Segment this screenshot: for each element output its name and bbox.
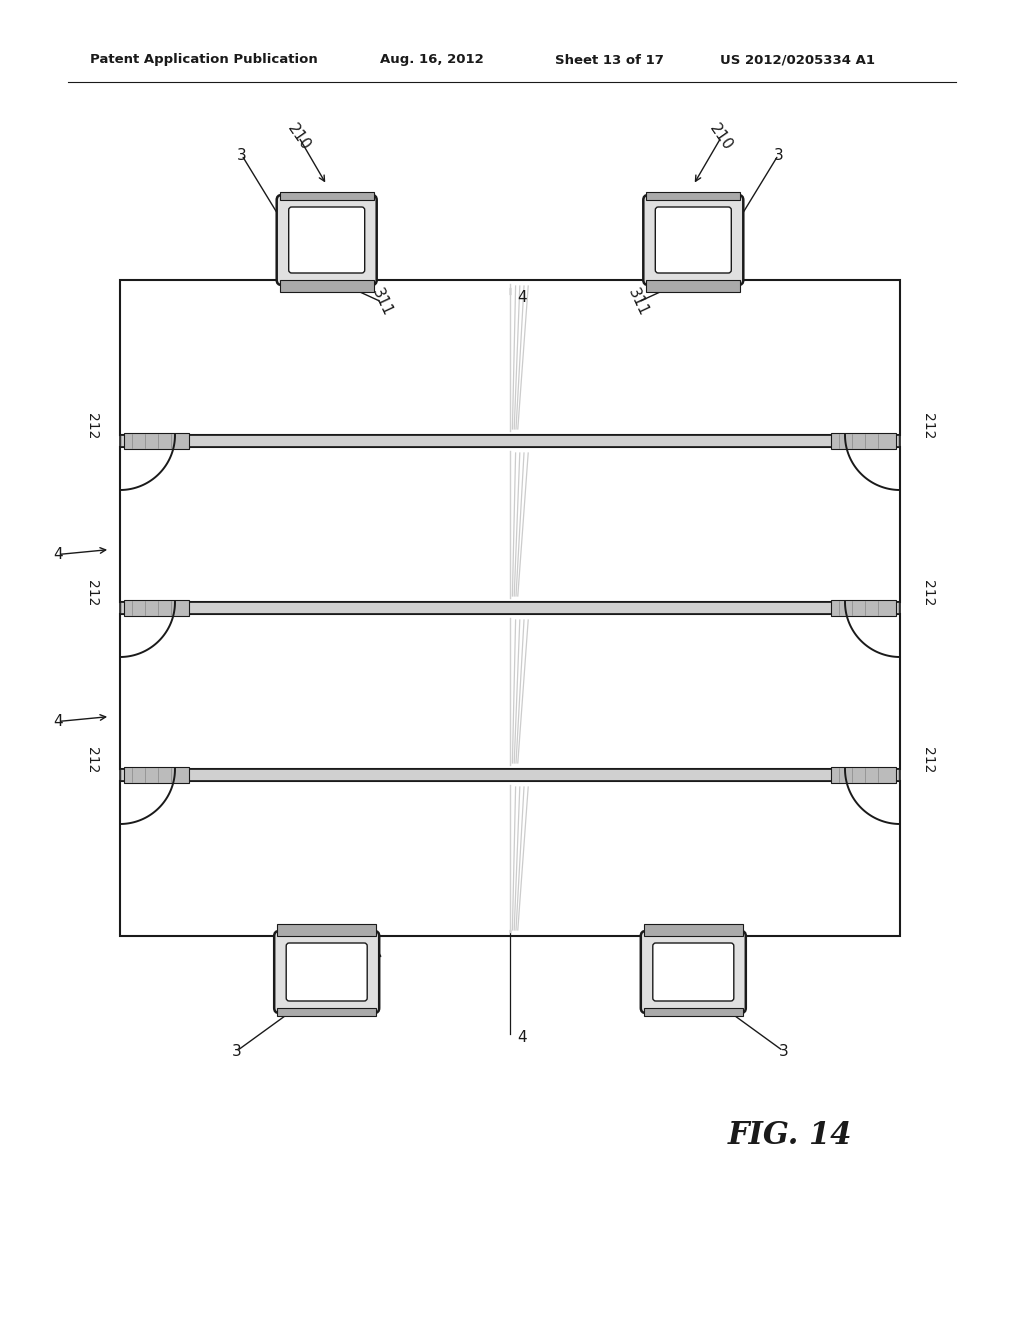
Text: 3: 3 (773, 148, 783, 162)
Text: 4: 4 (517, 1031, 526, 1045)
Bar (644, 1008, 742, 1016)
Bar (120, 602, 900, 614)
FancyBboxPatch shape (274, 931, 379, 1012)
Bar (120, 280, 900, 436)
Bar (646, 191, 740, 201)
FancyBboxPatch shape (653, 942, 734, 1001)
FancyBboxPatch shape (655, 207, 731, 273)
Text: 212: 212 (85, 413, 99, 440)
Bar (831, 433, 896, 449)
Text: 4: 4 (53, 714, 62, 729)
Bar (646, 280, 740, 292)
Bar (120, 447, 900, 602)
Bar (280, 191, 374, 201)
Bar (120, 614, 900, 770)
Text: 3: 3 (237, 148, 247, 162)
Text: 212: 212 (921, 579, 935, 606)
FancyBboxPatch shape (289, 207, 365, 273)
Text: Sheet 13 of 17: Sheet 13 of 17 (555, 54, 664, 66)
Text: 212: 212 (921, 747, 935, 774)
Bar (120, 436, 900, 447)
Bar (124, 601, 189, 616)
Text: 3: 3 (778, 1044, 788, 1059)
Bar (122, 603, 898, 612)
Text: 210: 210 (707, 121, 735, 153)
Bar (122, 770, 898, 780)
Bar (120, 781, 900, 936)
Text: 311: 311 (638, 935, 665, 968)
Bar (278, 1008, 376, 1016)
Bar (122, 436, 898, 446)
Bar (120, 770, 900, 781)
Text: 311: 311 (626, 285, 651, 318)
FancyBboxPatch shape (641, 931, 745, 1012)
Text: 210: 210 (285, 121, 313, 153)
Text: 3: 3 (231, 1044, 242, 1059)
Text: 212: 212 (85, 747, 99, 774)
Text: 212: 212 (921, 413, 935, 440)
Bar (831, 767, 896, 783)
FancyBboxPatch shape (286, 942, 368, 1001)
FancyBboxPatch shape (276, 195, 377, 285)
Bar (124, 433, 189, 449)
Bar (831, 601, 896, 616)
Text: 311: 311 (369, 285, 394, 318)
Bar (280, 280, 374, 292)
Bar (278, 924, 376, 936)
Text: 4: 4 (517, 290, 526, 305)
Text: 311: 311 (355, 935, 382, 968)
Bar (124, 767, 189, 783)
Text: FIG. 14: FIG. 14 (728, 1119, 852, 1151)
FancyBboxPatch shape (643, 195, 743, 285)
Bar (644, 924, 742, 936)
Text: 212: 212 (85, 579, 99, 606)
Text: US 2012/0205334 A1: US 2012/0205334 A1 (720, 54, 874, 66)
Text: Patent Application Publication: Patent Application Publication (90, 54, 317, 66)
Text: Aug. 16, 2012: Aug. 16, 2012 (380, 54, 483, 66)
Text: 4: 4 (53, 546, 62, 562)
